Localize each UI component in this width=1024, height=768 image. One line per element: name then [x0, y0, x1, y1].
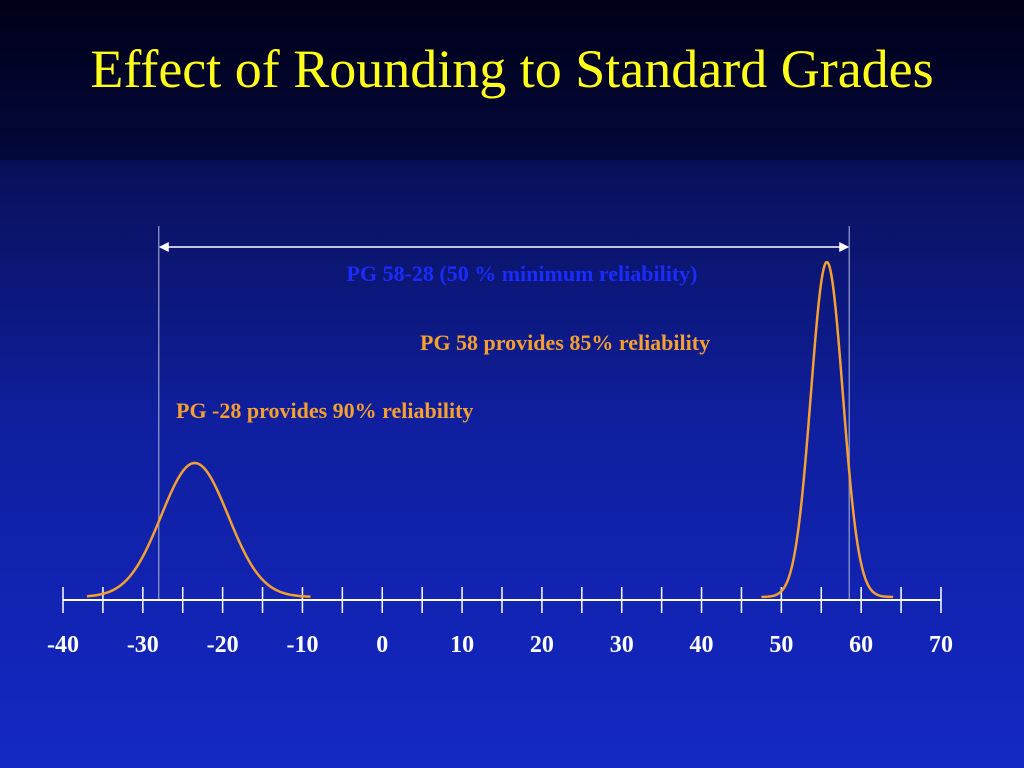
x-tick-label: -30 — [127, 632, 159, 658]
left-curve — [86, 461, 311, 598]
right-curve — [760, 260, 894, 599]
x-tick-label: 40 — [690, 632, 714, 658]
x-tick-label: 0 — [376, 632, 388, 658]
pg-minus28-annotation: PG -28 provides 90% reliability — [176, 398, 473, 423]
slide-title: Effect of Rounding to Standard Grades — [90, 39, 934, 99]
x-tick-labels: -40 -30 -20 -10 0 10 20 30 40 50 60 70 — [47, 632, 953, 658]
range-arrow — [158, 242, 850, 252]
reference-lines — [158, 226, 850, 600]
x-axis — [62, 587, 942, 613]
x-tick-label: 30 — [610, 632, 634, 658]
range-arrow-left-head — [158, 242, 169, 252]
x-tick-label: -20 — [207, 632, 239, 658]
range-arrow-right-head — [839, 242, 850, 252]
pg58-annotation: PG 58 provides 85% reliability — [420, 330, 710, 355]
x-tick-label: 70 — [929, 632, 953, 658]
x-tick-label: -10 — [286, 632, 318, 658]
title-band — [0, 0, 1024, 160]
x-tick-label: 20 — [530, 632, 554, 658]
x-tick-label: 50 — [769, 632, 793, 658]
x-tick-label: -40 — [47, 632, 79, 658]
x-tick-label: 60 — [849, 632, 873, 658]
distribution-curves — [86, 260, 894, 599]
range-label: PG 58-28 (50 % minimum reliability) — [347, 261, 698, 286]
x-tick-label: 10 — [450, 632, 474, 658]
